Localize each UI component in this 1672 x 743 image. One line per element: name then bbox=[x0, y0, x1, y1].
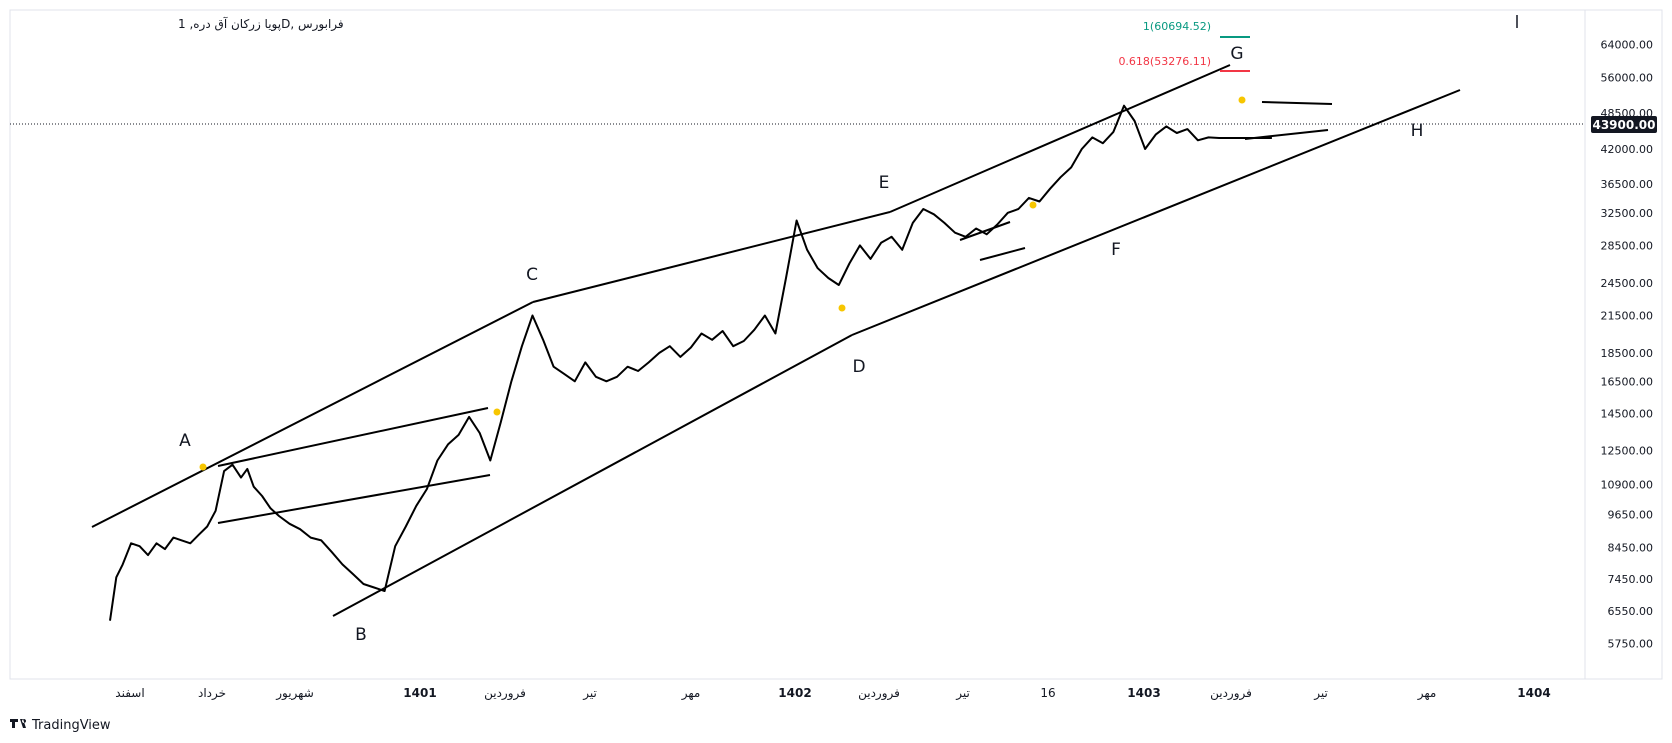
x-tick-label: 16 bbox=[1040, 686, 1055, 700]
y-tick-label: 36500.00 bbox=[1601, 178, 1654, 191]
x-tick-label: تیر bbox=[1313, 686, 1328, 701]
wave-label-h: H bbox=[1411, 121, 1424, 141]
wave-label-g: G bbox=[1230, 44, 1243, 64]
y-tick-label: 6550.00 bbox=[1608, 605, 1654, 618]
upper-channel-line-3 bbox=[889, 64, 1231, 213]
x-tick-label: 1404 bbox=[1517, 686, 1550, 700]
lower-channel-line-2 bbox=[851, 89, 1461, 336]
wave-label-a: A bbox=[179, 431, 191, 451]
y-tick-label: 5750.00 bbox=[1608, 637, 1654, 650]
triangle-upper-line bbox=[217, 407, 489, 467]
x-tick-label: 1401 bbox=[403, 686, 436, 700]
x-tick-label: مهر bbox=[1417, 686, 1437, 701]
x-tick-label: 1402 bbox=[778, 686, 811, 700]
current-price-tag bbox=[1591, 116, 1657, 133]
triangle-lower-line bbox=[217, 474, 491, 524]
upper-channel-line-2 bbox=[532, 211, 891, 303]
y-tick-label: 18500.00 bbox=[1601, 347, 1654, 360]
x-axis: اسفند خرداد شهریور 1401 فروردین تیر مهر … bbox=[115, 686, 1550, 701]
wave-label-d: D bbox=[852, 357, 865, 377]
y-tick-label: 64000.00 bbox=[1601, 38, 1654, 51]
x-tick-label: 1403 bbox=[1127, 686, 1160, 700]
chart-title: فرابورس ,Dپویا زرکان آق دره, 1 bbox=[178, 16, 344, 32]
y-tick-label: 21500.00 bbox=[1601, 309, 1654, 322]
pennant-upper-line bbox=[1261, 101, 1333, 105]
x-tick-label: شهریور bbox=[275, 686, 314, 701]
signal-marker bbox=[838, 304, 846, 312]
wave-label-c: C bbox=[526, 265, 538, 285]
x-tick-label: خرداد bbox=[198, 686, 226, 701]
signal-marker bbox=[1238, 96, 1246, 104]
y-tick-label: 24500.00 bbox=[1601, 277, 1654, 290]
flag-lower-line bbox=[979, 247, 1026, 261]
x-tick-label: اسفند bbox=[115, 686, 144, 700]
y-tick-label: 56000.00 bbox=[1601, 71, 1654, 84]
wave-label-b: B bbox=[355, 625, 367, 645]
x-tick-label: فروردین bbox=[484, 686, 526, 701]
fib-1-label: 1(60694.52) bbox=[1143, 20, 1211, 33]
price-line bbox=[109, 104, 1272, 621]
signal-markers bbox=[199, 96, 1246, 471]
y-tick-label: 14500.00 bbox=[1601, 407, 1654, 420]
y-tick-label: 28500.00 bbox=[1601, 239, 1654, 252]
y-tick-label: 9650.00 bbox=[1608, 509, 1654, 522]
fib-0618-label: 0.618(53276.11) bbox=[1118, 55, 1211, 68]
x-tick-label: مهر bbox=[681, 686, 701, 701]
current-price-tag-text: 43900.00 bbox=[1592, 118, 1655, 132]
tradingview-brand-text: TradingView bbox=[31, 718, 111, 733]
y-tick-label: 7450.00 bbox=[1608, 573, 1654, 586]
wave-label-f: F bbox=[1111, 240, 1121, 260]
y-tick-label: 10900.00 bbox=[1601, 478, 1654, 491]
signal-marker bbox=[1029, 201, 1037, 209]
trendlines bbox=[91, 64, 1461, 617]
signal-marker bbox=[493, 408, 501, 416]
wave-labels: A B C D E F G H bbox=[179, 44, 1423, 645]
signal-marker bbox=[199, 463, 207, 471]
upper-channel-line-1 bbox=[91, 301, 534, 528]
wave-label-e: E bbox=[879, 173, 890, 193]
tradingview-logo[interactable]: TradingView bbox=[10, 718, 111, 733]
x-tick-label: فروردین bbox=[858, 686, 900, 701]
lower-channel-line-1 bbox=[332, 334, 853, 617]
x-tick-label: فروردین bbox=[1210, 686, 1252, 701]
y-tick-label: 12500.00 bbox=[1601, 444, 1654, 457]
y-tick-label: 42000.00 bbox=[1601, 143, 1654, 156]
y-axis: 64000.0056000.0048500.0042000.0036500.00… bbox=[1601, 38, 1654, 650]
x-tick-label: تیر bbox=[582, 686, 597, 701]
y-tick-label: 8450.00 bbox=[1608, 542, 1654, 555]
y-tick-label: 16500.00 bbox=[1601, 375, 1654, 388]
flag-upper-line bbox=[959, 221, 1011, 241]
x-tick-label: تیر bbox=[955, 686, 970, 701]
tradingview-logo-icon bbox=[10, 719, 27, 728]
y-tick-label: 32500.00 bbox=[1601, 207, 1654, 220]
price-series bbox=[109, 104, 1272, 621]
